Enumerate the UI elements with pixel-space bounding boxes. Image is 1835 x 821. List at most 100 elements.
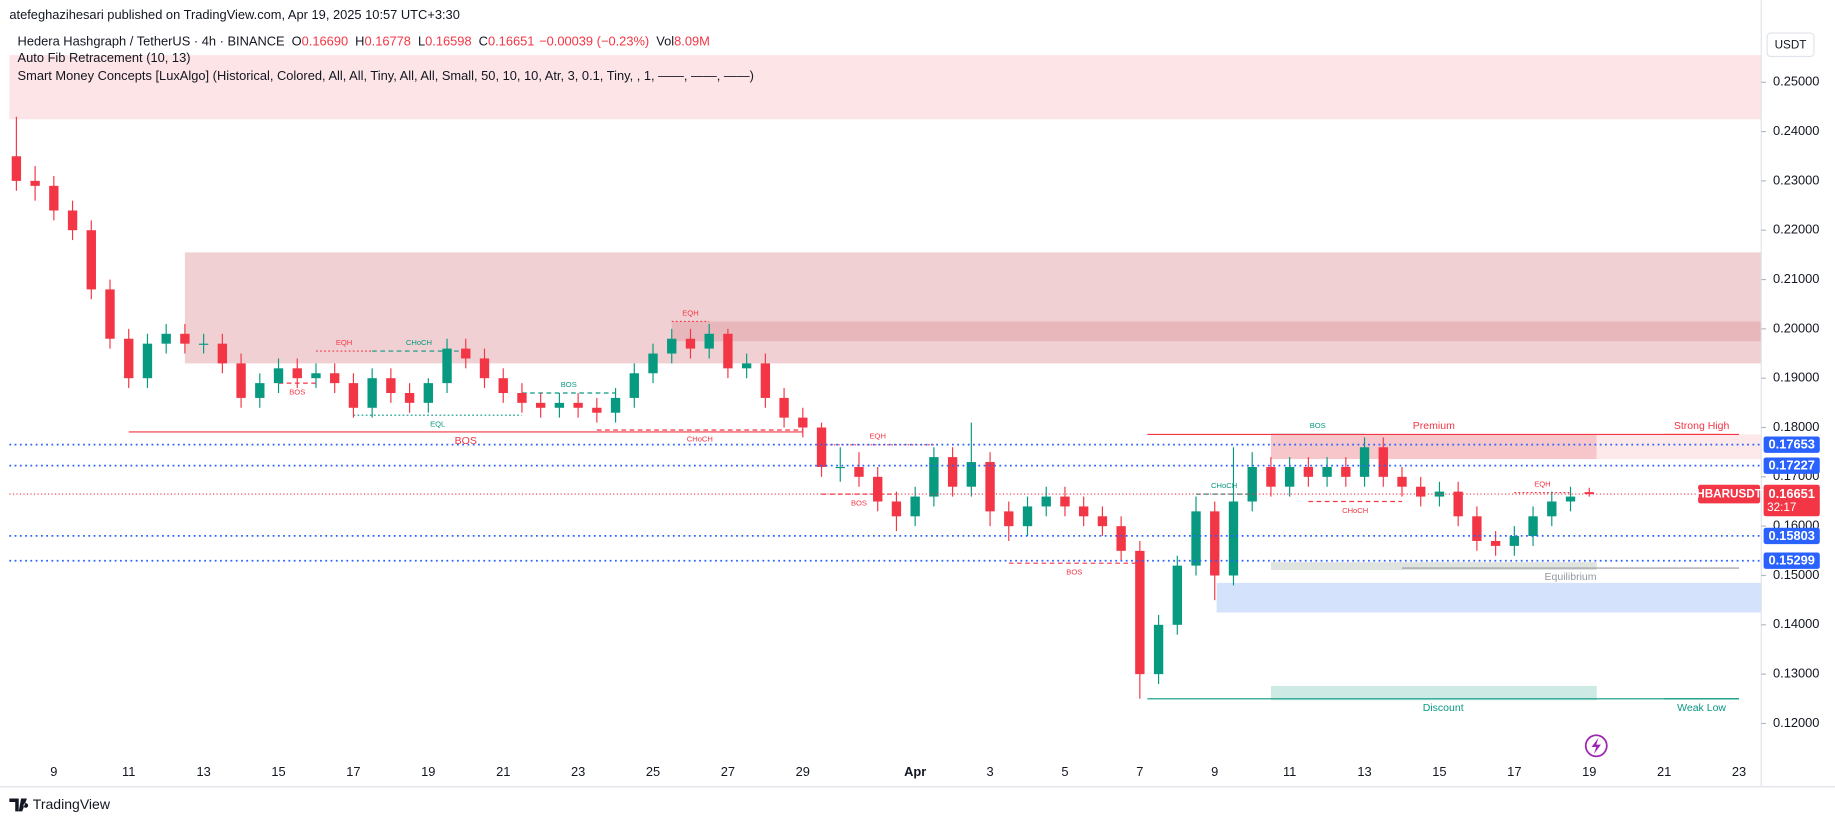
x-tick-label: 17 [346,764,360,779]
alert-bolt [1591,737,1601,754]
structure-label: EQH [336,338,352,347]
candle-body [891,501,902,517]
candle-body [1378,447,1388,477]
x-tick-label: 23 [571,764,585,779]
candle-body [648,353,658,374]
candle-body [1453,491,1463,517]
candle-body [798,417,808,428]
structure-label: BOS [561,380,577,389]
x-tick-label: 11 [1283,764,1296,779]
legend-value: 8.09M [674,34,710,49]
x-tick-label: 13 [196,764,210,779]
candle-body [816,427,827,467]
currency-box[interactable] [1766,32,1815,58]
indicator: Smart Money Concepts [LuxAlgo] (Historic… [18,68,754,83]
candle-body [610,397,621,413]
candle-body [667,338,677,354]
candle-body [1041,496,1051,507]
x-tick-label: 7 [1136,764,1143,779]
legend-key: Vol [656,34,674,49]
structure-label: BOS [455,435,477,447]
structure-label: Weak Low [1677,702,1726,714]
candle-body [629,373,639,398]
candle-body [854,466,864,477]
last-price-box [1763,484,1820,517]
candle-body [1153,624,1164,675]
candle-body [910,496,920,517]
candle-body [741,363,752,369]
plot-area: BOS EQH CHoCH BOS EQL BOS EQH CHoCH EQH BOS BOS CHo… [9,55,1762,714]
candle-body [929,457,939,497]
symbol-label: HBARUSDT [1696,488,1762,501]
price-line-box [1763,436,1820,453]
structure-label: Equilibrium [1545,571,1597,583]
structure-label: BOS [851,498,867,507]
x-tick-label: 25 [646,764,660,779]
brand-logo [9,798,29,812]
y-tick-label: 0.25000 [1773,74,1819,89]
candle-body [1341,466,1351,477]
structure-label: BOS [1310,421,1326,430]
candle-body [442,348,452,384]
candle-body [236,363,246,398]
price-line-label: 0.15299 [1768,553,1814,568]
candle-body [835,466,845,469]
structure-label: EQH [1534,479,1550,488]
candle-body [873,476,883,502]
legend-key: C [479,34,488,49]
indicator: Auto Fib Retracement (10, 13) [18,50,191,65]
candle-body [217,343,228,364]
y-tick-label: 0.19000 [1773,370,1819,385]
structure-label: CHoCH [1342,506,1368,515]
x-tick-label: 5 [1061,764,1068,779]
candle-body [404,392,415,403]
candle-body [685,338,696,349]
structure-label: BOS [1066,568,1082,577]
candle-body [386,378,396,393]
symbol-legend: Hedera Hashgraph / TetherUS · 4h · BINAN… [18,34,710,49]
candle-body [124,338,134,379]
candle-body [498,378,508,393]
structure-label: EQH [869,432,885,441]
x-tick-label: 15 [1432,764,1446,779]
legend-value: 0.16651 [488,34,534,49]
symbol-name: Hedera Hashgraph / TetherUS · 4h · BINAN… [18,34,285,49]
legend-value: 0.16690 [302,34,348,49]
candle-body [1135,550,1145,675]
currency[interactable]: USDT [1775,38,1807,51]
y-tick-label: 0.15000 [1773,567,1819,582]
candle-body [105,289,115,339]
price-line-label: 0.15803 [1768,528,1814,543]
x-tick-label: 15 [271,764,285,779]
candle-body [723,333,733,369]
zone [1270,685,1597,701]
candle-body [198,343,209,345]
candle-body [1509,536,1520,546]
y-tick-label: 0.20000 [1773,320,1819,335]
x-tick-label: 11 [122,764,135,779]
legend-value: −0.00039 (−0.23%) [539,34,649,49]
zone [1596,434,1762,460]
brand: TradingView [33,796,111,812]
candle-body [760,363,771,398]
candle-body [1078,506,1089,517]
candle-body [779,397,789,418]
candle-body [1228,501,1239,576]
candle-body [1022,506,1033,527]
candle-body [573,402,583,408]
candle-body [161,333,171,344]
candle-body [1397,476,1407,487]
x-tick-label: 3 [986,764,993,779]
candle-body [1528,516,1538,537]
candle-body [517,392,527,403]
candle-body [1210,511,1220,576]
candle-body [592,407,602,413]
candle-body [86,230,96,290]
x-tick-label: 29 [796,764,810,779]
candle-body [1097,516,1108,527]
candle-body [947,457,958,487]
candle-body [273,368,284,384]
candle-body [180,333,190,344]
